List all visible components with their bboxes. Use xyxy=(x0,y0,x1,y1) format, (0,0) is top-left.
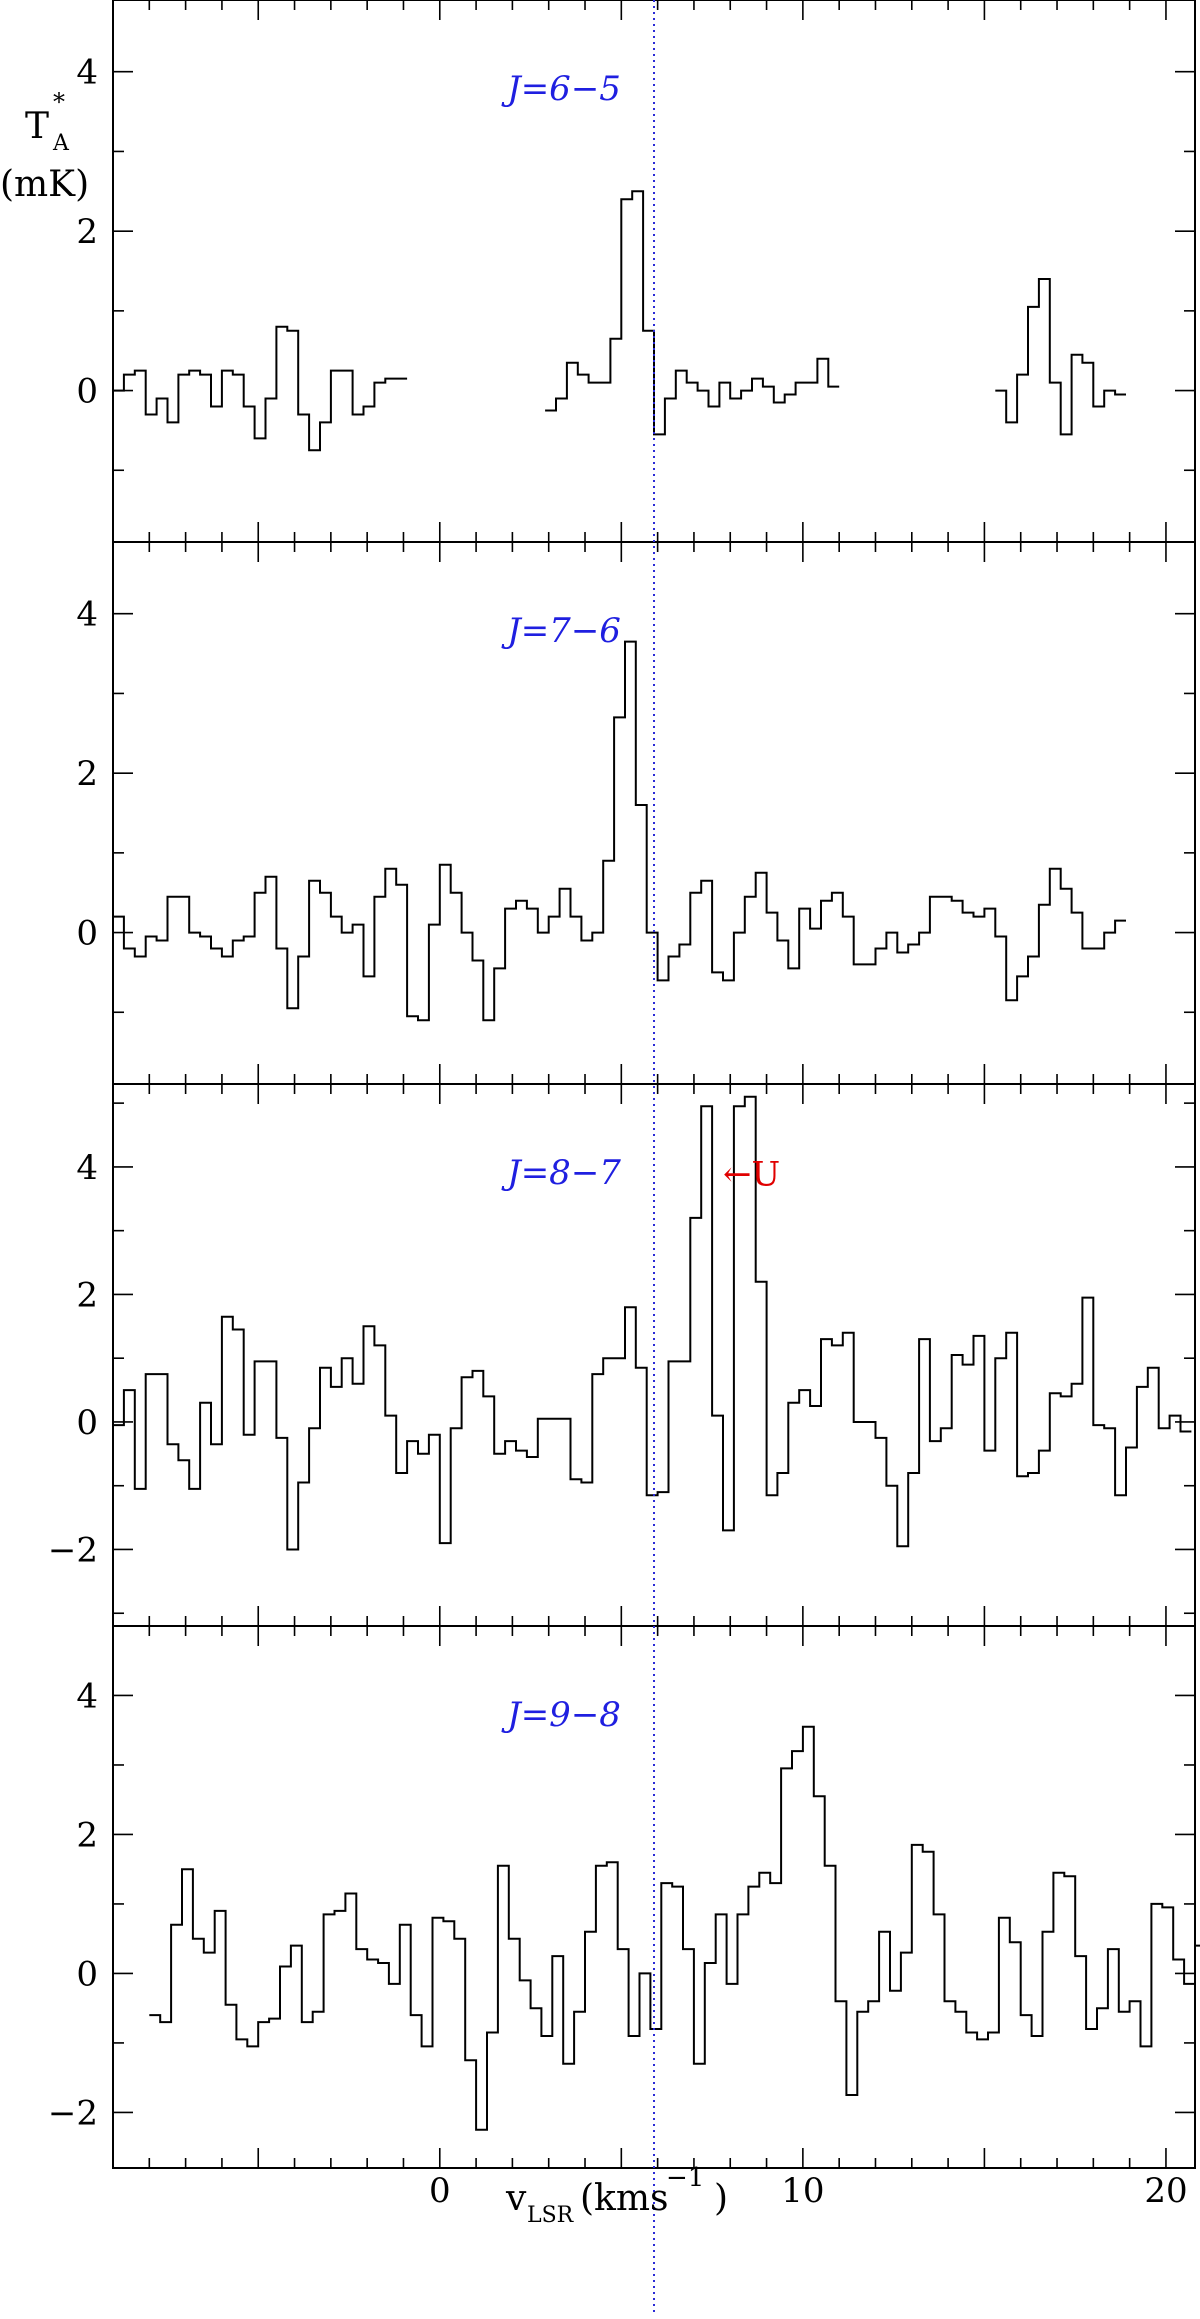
y-tick-label: 2 xyxy=(76,1275,98,1315)
y-axis-label-main: T xyxy=(25,106,49,147)
unidentified-line-annotation: ←U xyxy=(723,1154,780,1194)
y-axis-title: T A * (mK) xyxy=(0,88,89,205)
y-tick-label: 4 xyxy=(76,595,98,635)
x-axis-label-unit: (kms xyxy=(580,2178,668,2219)
spectrum-series xyxy=(113,325,408,452)
transition-label: J=6−5 xyxy=(501,69,621,109)
transition-label: J=8−7 xyxy=(501,1153,621,1193)
y-axis-label-unit: (mK) xyxy=(0,164,89,205)
y-tick-label: 4 xyxy=(76,53,98,93)
x-axis-label-main: v xyxy=(505,2178,527,2219)
spectrum-series xyxy=(149,1725,1200,2131)
y-tick-label: 4 xyxy=(76,1148,98,1188)
panel-4: −2 0 2 4 J=9−8 xyxy=(48,1625,1200,2169)
y-tick-label: 0 xyxy=(76,1403,98,1443)
transition-label: J=9−8 xyxy=(501,1695,621,1735)
y-tick-label: −2 xyxy=(48,1530,98,1570)
y-tick-label: 2 xyxy=(76,212,98,252)
x-axis-title: v LSR (kms −1 ) xyxy=(505,2163,728,2228)
panel-2: 0 2 4 J=7−6 xyxy=(76,541,1196,1085)
panel-1: 0 2 4 J=6−5 xyxy=(76,0,1196,543)
spectrum-series xyxy=(545,190,840,436)
spectrum-series xyxy=(113,640,1126,1022)
spectrum-series xyxy=(995,278,1126,436)
y-tick-label: 2 xyxy=(76,754,98,794)
x-tick-label: 20 xyxy=(1144,2171,1187,2211)
y-axis-label-sub: A xyxy=(52,131,70,156)
x-axis-label-sup: −1 xyxy=(666,2163,704,2193)
x-tick-label: 0 xyxy=(429,2171,451,2211)
svg-text:T: T xyxy=(25,106,49,147)
spectrum-series xyxy=(113,1095,1192,1551)
y-tick-label: 0 xyxy=(76,372,98,412)
x-tick-label: 10 xyxy=(781,2171,824,2211)
y-tick-label: 2 xyxy=(76,1815,98,1855)
x-axis-label-sub: LSR xyxy=(527,2203,575,2228)
x-axis-label-close: ) xyxy=(714,2178,728,2219)
panels-layer: 0 2 4 J=6−5 0 2 4 J=7−6 −2 0 2 4 J=8−7 ←U −2 0 2 4 J=9−8 0 1… xyxy=(48,0,1200,2211)
y-axis-label-sup: * xyxy=(53,88,65,116)
y-tick-label: 0 xyxy=(76,914,98,954)
panel-3: −2 0 2 4 J=8−7 ←U xyxy=(48,1083,1196,1627)
y-tick-label: 4 xyxy=(76,1676,98,1716)
transition-label: J=7−6 xyxy=(501,611,621,651)
y-tick-label: 0 xyxy=(76,1954,98,1994)
y-tick-label: −2 xyxy=(48,2093,98,2133)
